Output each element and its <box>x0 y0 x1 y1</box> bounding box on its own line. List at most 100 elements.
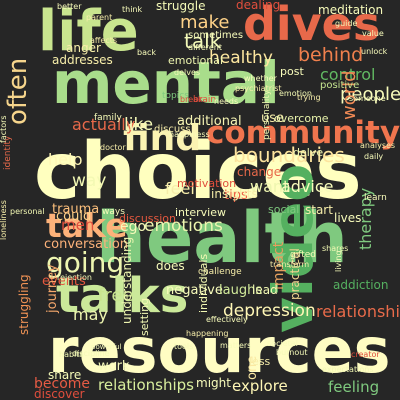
word-understanding: understanding <box>120 237 134 324</box>
word-societal: societal <box>267 339 298 348</box>
word-depression: depression <box>223 301 316 321</box>
word-tools: tools <box>174 342 193 351</box>
word-happening: happening <box>186 329 229 338</box>
word-help: help <box>48 150 83 169</box>
word-explore: explore <box>232 377 288 395</box>
word-practical: practical <box>288 248 302 300</box>
word-happiness: happiness <box>169 130 210 139</box>
word-relationship: relationship <box>316 302 400 321</box>
word-find: find <box>123 118 201 159</box>
word-impact: impact <box>271 241 287 290</box>
word-personality: personality <box>262 89 272 140</box>
word-overcome: overcome <box>274 112 329 125</box>
word-discipline: discipline <box>72 349 110 358</box>
word-psychiatrist: psychiatrist <box>235 84 282 93</box>
word-men: men <box>61 216 94 234</box>
word-delves: delves <box>174 68 200 77</box>
word-laughs: laughs <box>219 283 262 298</box>
word-negative: negative <box>166 283 223 298</box>
word-habits: habits <box>59 350 84 359</box>
word-boundaries: boundaries <box>233 143 345 167</box>
word-make: make <box>180 12 229 33</box>
word-feel: feel <box>165 179 195 198</box>
word-lives: lives <box>334 211 361 225</box>
word-trauma: trauma <box>52 202 99 217</box>
word-interview: interview <box>175 206 226 219</box>
word-learn: learn <box>364 193 387 203</box>
word-therapy: therapy <box>356 188 375 250</box>
word-ego: ego <box>120 219 146 235</box>
word-value: value <box>362 29 384 38</box>
word-want: want <box>250 177 289 196</box>
word-take: take <box>46 206 128 245</box>
word-dealing: dealing <box>236 0 280 12</box>
word-better: better <box>57 2 82 11</box>
word-addiction: addiction <box>333 278 389 292</box>
word-often: often <box>3 58 33 125</box>
word-discover: discover <box>34 387 85 400</box>
word-meditation: meditation <box>318 3 383 17</box>
word-use: use <box>261 111 284 126</box>
word-talk: talk <box>184 29 222 53</box>
word-someone: someone <box>349 94 386 103</box>
word-may: may <box>73 305 108 324</box>
word-does: does <box>156 259 185 273</box>
word-mental: mental <box>52 49 280 117</box>
word-burnout: burnout <box>276 348 307 357</box>
word-free: free <box>98 285 134 306</box>
word-different: different <box>188 43 222 52</box>
word-matters: matters <box>220 341 251 350</box>
word-think: think <box>122 5 143 14</box>
word-affects: affects <box>90 36 117 45</box>
word-insights: insights <box>211 187 258 201</box>
word-journey: journey <box>45 264 60 314</box>
word-post: post <box>280 65 304 78</box>
word-setting: setting <box>138 298 151 336</box>
word-lead: lead <box>252 283 278 297</box>
word-world: world <box>339 70 360 120</box>
word-needs: needs <box>214 97 238 106</box>
word-conversation: conversation <box>44 237 128 252</box>
word-community: community <box>206 115 400 151</box>
word-share: share <box>48 368 81 382</box>
word-motivation: motivation <box>177 177 236 190</box>
word-analyses: analyses <box>360 141 395 150</box>
word-rejection: rejection <box>57 273 92 282</box>
word-people: people <box>340 84 400 105</box>
word-addresses: addresses <box>52 53 113 67</box>
word-delve: delve <box>293 146 323 159</box>
word-parent: parent <box>86 13 112 22</box>
word-loneliness: loneliness <box>0 200 8 240</box>
word-individuals: individuals <box>197 254 210 313</box>
word-anger: anger <box>66 41 101 55</box>
word-emotional: emotional <box>168 54 223 67</box>
word-struggling: struggling <box>17 274 31 335</box>
word-health: health <box>96 197 348 279</box>
word-break: break <box>180 95 203 104</box>
word-factors: factors <box>0 115 8 143</box>
word-like: like <box>124 115 153 135</box>
word-whether: whether <box>244 74 278 83</box>
word-gifted: gifted <box>290 250 316 260</box>
word-discuss: discuss <box>154 124 191 135</box>
word-way: way <box>72 171 106 191</box>
word-could: could <box>56 209 91 224</box>
word-relationships: relationships <box>98 376 194 394</box>
word-work: work <box>98 359 130 374</box>
word-living: living <box>334 250 343 272</box>
word-might: might <box>196 376 231 390</box>
word-expectations: expectations <box>322 365 373 374</box>
word-struggle: struggle <box>156 0 205 13</box>
word-life: life <box>38 0 139 64</box>
word-become: become <box>34 376 90 392</box>
word-trying: trying <box>297 93 321 102</box>
word-topics: topics <box>162 91 189 101</box>
word-resources: resources <box>48 314 391 387</box>
word-talks: talks <box>56 268 188 324</box>
word-behind: behind <box>298 44 363 66</box>
word-family: family <box>94 113 122 123</box>
word-challenge: challenge <box>198 267 242 277</box>
word-daily: daily <box>364 152 383 161</box>
